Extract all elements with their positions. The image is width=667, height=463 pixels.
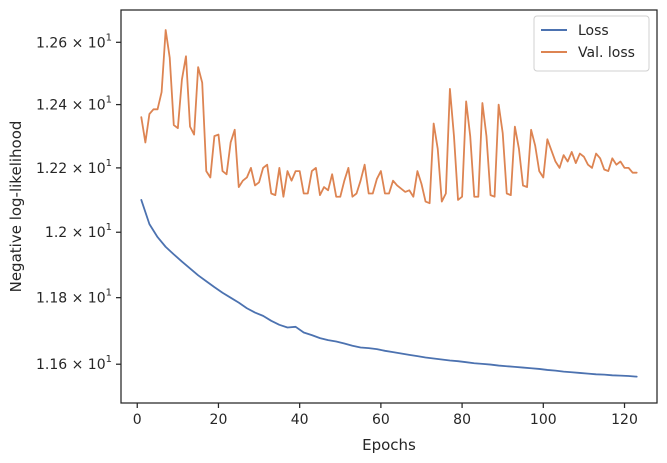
series-layer [140, 29, 638, 378]
y-tick-label: 1.18 × 101 [36, 288, 112, 307]
y-tick-label: 1.24 × 101 [36, 95, 112, 114]
x-tick-label: 120 [611, 412, 638, 428]
y-tick-label: 1.16 × 101 [36, 354, 112, 373]
x-axis-ticks: 0 20 40 60 80 100 120 [133, 403, 638, 428]
y-tick-label: 1.26 × 101 [36, 32, 112, 51]
x-tick-label: 80 [453, 412, 471, 428]
legend-label-val-loss: Val. loss [578, 45, 635, 61]
x-axis-label: Epochs [362, 436, 416, 454]
x-tick-label: 60 [372, 412, 390, 428]
legend: Loss Val. loss [533, 15, 650, 72]
x-tick-label: 100 [530, 412, 557, 428]
y-tick-label: 1.22 × 101 [36, 158, 112, 177]
x-tick-label: 40 [291, 412, 309, 428]
y-tick-label: 1.2 × 101 [45, 222, 112, 241]
y-axis-label: Negative log-likelihood [7, 121, 25, 293]
legend-label-loss: Loss [578, 23, 609, 39]
y-axis-ticks: 1.16 × 101 1.18 × 101 1.2 × 101 1.22 × 101 1… [36, 32, 121, 373]
series-line-loss [140, 199, 638, 378]
x-tick-label: 0 [133, 412, 142, 428]
series-line-val-loss [140, 29, 638, 205]
plot-background [121, 10, 657, 403]
plot-frame [120, 9, 658, 404]
x-tick-label: 20 [210, 412, 228, 428]
